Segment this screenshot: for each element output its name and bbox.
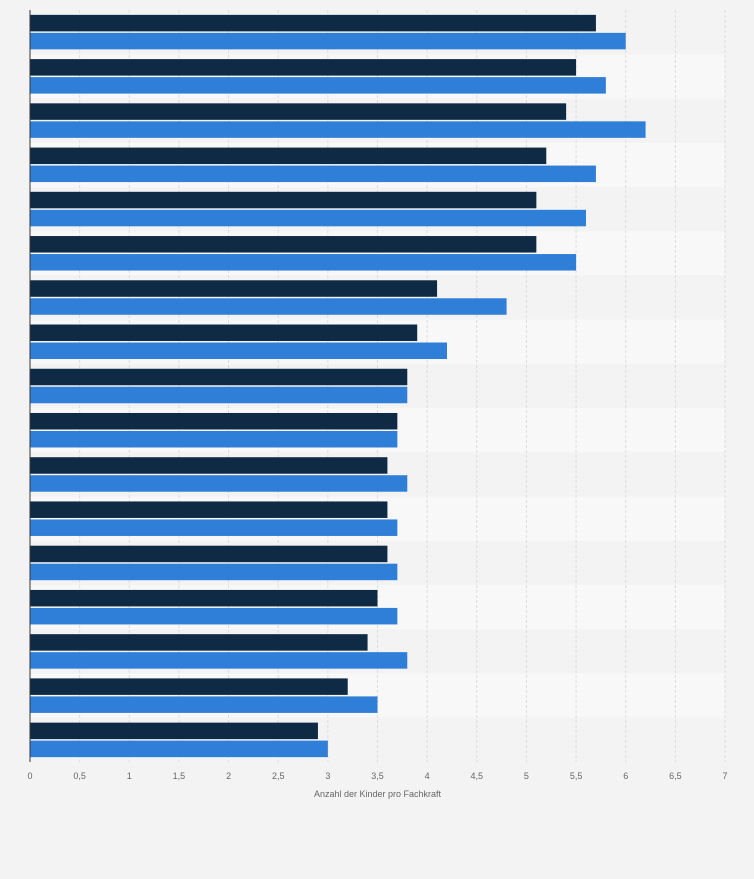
bar-series-2 (30, 254, 577, 271)
bar-series-2 (30, 386, 408, 404)
bar-series-1 (30, 236, 537, 253)
bar-series-1 (30, 368, 408, 386)
bar-series-1 (30, 191, 537, 209)
bar-series-2 (30, 519, 398, 536)
x-tick-label: 3,5 (371, 771, 384, 781)
bar-series-1 (30, 324, 418, 342)
bar-series-1 (30, 457, 388, 474)
bar-series-2 (30, 652, 408, 669)
bar-series-2 (30, 563, 398, 581)
bar-series-2 (30, 121, 646, 138)
bar-series-1 (30, 103, 567, 120)
bar-series-2 (30, 209, 586, 227)
x-tick-label: 0,5 (73, 771, 86, 781)
x-tick-label: 4 (425, 771, 430, 781)
bar-series-2 (30, 430, 398, 448)
bar-series-1 (30, 678, 348, 695)
bar-series-2 (30, 298, 507, 315)
x-tick-label: 6,5 (669, 771, 682, 781)
x-tick-label: 2 (226, 771, 231, 781)
bar-series-2 (30, 475, 408, 492)
bar-series-2 (30, 342, 447, 360)
bar-series-1 (30, 412, 398, 430)
bar-series-1 (30, 147, 547, 165)
bar-series-2 (30, 32, 626, 50)
x-tick-label: 4,5 (471, 771, 484, 781)
bar-series-2 (30, 77, 606, 94)
x-tick-label: 5,5 (570, 771, 583, 781)
bar-series-1 (30, 545, 388, 563)
x-axis-title: Anzahl der Kinder pro Fachkraft (314, 789, 442, 799)
x-axis-ticks: 0 0,5 1 1,5 2 2,5 3 3,5 4 4,5 5 5,5 6 6,5 7 (27, 771, 727, 781)
bar-series-1 (30, 59, 577, 76)
x-tick-label: 7 (722, 771, 727, 781)
x-tick-label: 2,5 (272, 771, 285, 781)
bars (30, 14, 646, 758)
x-tick-label: 3 (325, 771, 330, 781)
x-tick-label: 6 (623, 771, 628, 781)
bar-series-2 (30, 740, 328, 758)
bar-series-1 (30, 280, 438, 297)
bar-series-1 (30, 14, 596, 32)
x-tick-label: 1 (127, 771, 132, 781)
bar-series-2 (30, 165, 596, 183)
bar-series-1 (30, 589, 378, 607)
bar-series-1 (30, 722, 318, 740)
bar-series-1 (30, 634, 368, 651)
bar-series-2 (30, 696, 378, 713)
bar-series-1 (30, 501, 388, 518)
x-tick-label: 5 (524, 771, 529, 781)
x-tick-label: 1,5 (173, 771, 186, 781)
x-tick-label: 0 (27, 771, 32, 781)
bar-series-2 (30, 607, 398, 625)
